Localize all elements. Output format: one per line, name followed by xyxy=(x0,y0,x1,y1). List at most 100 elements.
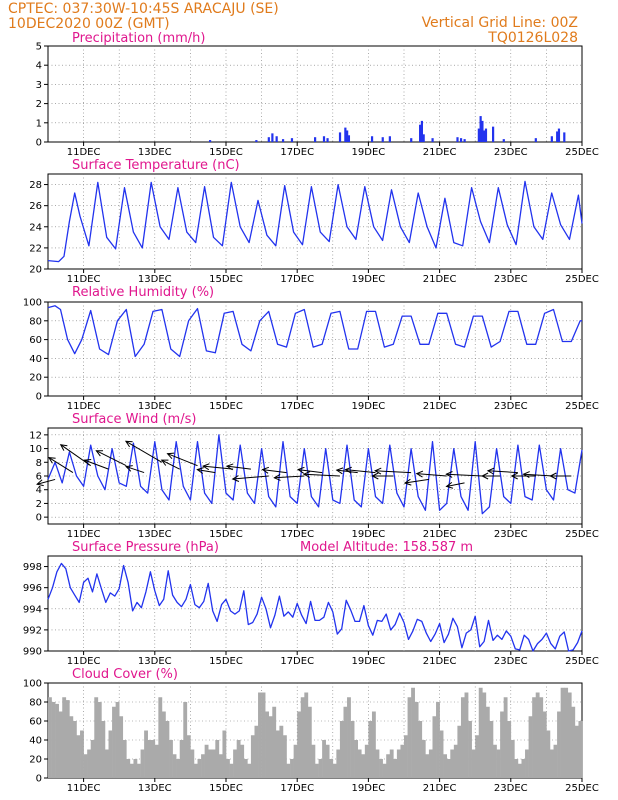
cloud-cover-bar xyxy=(279,725,284,778)
pressure-xtick-label: 25DEC xyxy=(565,656,599,667)
precip-xtick-label: 17DEC xyxy=(280,147,314,158)
precip-xtick-label: 13DEC xyxy=(138,147,172,158)
cloud-cover-bar xyxy=(389,749,394,778)
cloud-cover-bar xyxy=(101,721,106,778)
wind-xtick-label: 19DEC xyxy=(352,529,386,540)
cloud-cover-bar xyxy=(268,716,273,778)
cloud-cover-bar xyxy=(233,749,237,778)
precip-bar xyxy=(563,132,566,142)
cloud-cover-bar xyxy=(386,754,391,778)
wind-arrow xyxy=(481,472,501,480)
precip-bar xyxy=(410,138,413,142)
cloud-cover-bar xyxy=(510,740,515,778)
cloud-ytick-label: 80 xyxy=(29,698,42,709)
cloud-cover-bar xyxy=(336,749,341,778)
cloud-cover-bar xyxy=(240,744,245,778)
cloud-cover-bar xyxy=(439,730,444,778)
precip-bar xyxy=(370,136,374,142)
wind-arrow xyxy=(261,466,287,474)
rh-xtick-label: 25DEC xyxy=(565,401,599,412)
cloud-cover-bar xyxy=(578,721,583,778)
precip-bar xyxy=(556,131,559,142)
pressure-xtick-label: 19DEC xyxy=(352,656,386,667)
wind-arrow xyxy=(344,466,376,474)
cloud-cover-bar xyxy=(517,763,522,778)
temp-ytick-label: 20 xyxy=(29,265,42,276)
precip-xtick-label: 11DEC xyxy=(67,147,101,158)
precip-xtick-label: 25DEC xyxy=(565,147,599,158)
wind-arrow xyxy=(202,463,234,471)
cloud-cover-bar xyxy=(51,702,56,778)
cloud-cover-bar xyxy=(478,687,483,778)
cloud-cover-bar xyxy=(172,754,177,778)
temperature-title: Surface Temperature (nC) xyxy=(72,158,240,173)
cloud-cover-title: Cloud Cover (%) xyxy=(72,667,178,682)
cloud-cover-bar xyxy=(432,716,437,778)
cloud-cover-bar xyxy=(354,740,359,778)
cloud-cover-bar xyxy=(108,730,113,778)
wind-arrow xyxy=(371,472,394,480)
cloud-cover-bar xyxy=(65,700,70,778)
pressure-xtick-label: 11DEC xyxy=(67,656,101,667)
cloud-cover-bar xyxy=(226,759,230,778)
cloud-cover-bar xyxy=(55,703,59,778)
cloud-cover-bar xyxy=(542,711,547,778)
cloud-cover-bar xyxy=(450,749,455,778)
cloud-cover-panel: Cloud Cover (%) 0 20 40 60 80 100 11DEC 13DEC 15… xyxy=(23,667,599,794)
rh-frame xyxy=(47,301,583,397)
cloud-xtick-label: 15DEC xyxy=(209,783,243,794)
temp-xtick-label: 19DEC xyxy=(352,274,386,285)
wind-arrow xyxy=(225,463,251,471)
precip-bar xyxy=(271,133,274,142)
wind-arrow xyxy=(95,450,127,467)
precip-bar xyxy=(314,137,317,142)
pressure-xtick-label: 17DEC xyxy=(280,656,314,667)
precip-bar xyxy=(344,127,347,142)
wind-xtick-label: 25DEC xyxy=(565,529,599,540)
precip-ytick-label: 5 xyxy=(36,42,42,53)
precip-bar xyxy=(557,128,561,142)
cloud-cover-bar xyxy=(193,763,198,778)
pressure-xtick-label: 23DEC xyxy=(494,656,528,667)
cloud-cover-bar xyxy=(457,725,462,778)
cloud-cover-bar xyxy=(165,721,170,778)
wind-arrow xyxy=(445,471,483,478)
precip-bar xyxy=(550,136,553,142)
cloud-cover-bar xyxy=(315,763,319,778)
cloud-cover-bar xyxy=(286,763,291,778)
temp-xtick-label: 15DEC xyxy=(209,274,243,285)
cloud-cover-bar xyxy=(322,740,326,778)
temp-xtick-label: 21DEC xyxy=(423,274,457,285)
cloud-cover-bar xyxy=(151,740,156,778)
precip-xtick-label: 23DEC xyxy=(494,147,528,158)
wind-xtick-label: 21DEC xyxy=(423,529,457,540)
cloud-cover-bar xyxy=(564,687,569,778)
cloud-ytick-label: 0 xyxy=(36,774,42,785)
cloud-cover-bar xyxy=(179,740,184,778)
rh-xtick-label: 13DEC xyxy=(138,401,172,412)
cloud-cover-bar xyxy=(347,697,351,778)
temp-xtick-label: 23DEC xyxy=(494,274,528,285)
cloud-cover-bar xyxy=(532,697,537,778)
cloud-cover-bar xyxy=(307,706,312,778)
cloud-cover-bar xyxy=(115,702,120,778)
rh-xtick-label: 23DEC xyxy=(494,401,528,412)
cloud-cover-bar xyxy=(258,692,262,778)
cloud-cover-bar xyxy=(119,716,124,778)
precip-bar xyxy=(477,128,480,142)
cloud-cover-bar xyxy=(482,692,487,778)
cloud-cover-bar xyxy=(471,749,476,778)
cloud-cover-bar xyxy=(272,706,277,778)
cloud-ytick-label: 20 xyxy=(29,755,42,766)
cloud-cover-bar xyxy=(76,735,81,778)
cloud-cover-bar xyxy=(83,754,88,778)
humidity-title: Relative Humidity (%) xyxy=(72,285,214,300)
cloud-cover-bar xyxy=(112,706,116,778)
cloud-cover-bar xyxy=(126,759,131,778)
precip-bar xyxy=(420,120,423,142)
wind-arrow xyxy=(196,467,216,474)
cloud-cover-bar xyxy=(503,697,508,778)
cloud-cover-bar xyxy=(94,697,99,778)
precip-frame xyxy=(47,45,583,143)
cloud-ytick-label: 40 xyxy=(29,736,42,747)
